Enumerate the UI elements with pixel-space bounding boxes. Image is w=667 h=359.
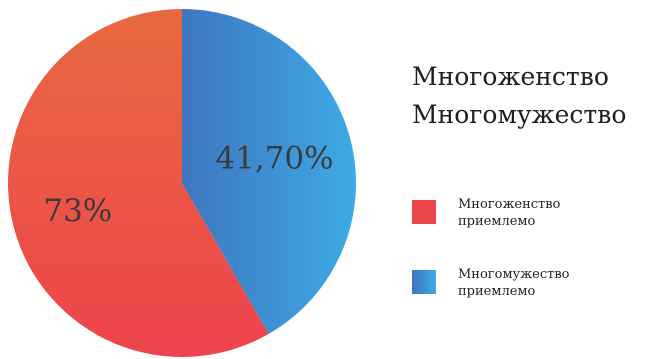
legend-label: Многомужество приемлемо — [458, 267, 570, 299]
pie-slice-mnogozhenstvo — [7, 9, 269, 357]
chart-title-line: Многомужество — [412, 100, 627, 129]
legend-swatch — [412, 200, 436, 224]
chart-title-line: Многоженство — [412, 62, 609, 91]
slice-value-label: 73% — [43, 193, 112, 229]
slice-value-label: 41,70% — [215, 140, 333, 176]
legend-label: Многоженство приемлемо — [458, 197, 561, 229]
legend-swatch — [412, 270, 436, 294]
pie-slice-mnogomuzhestvo — [182, 9, 356, 334]
